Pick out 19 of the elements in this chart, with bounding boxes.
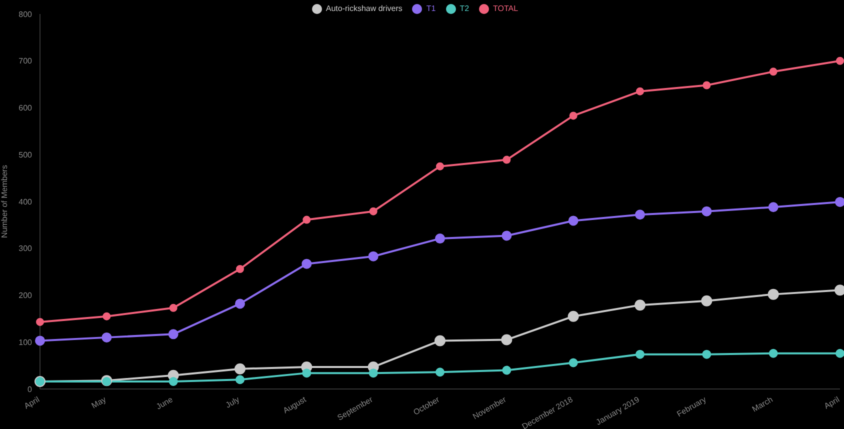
y-axis-title: Number of Members	[0, 165, 9, 238]
x-tick-label: April	[822, 394, 842, 411]
y-tick-label: 300	[18, 244, 33, 254]
y-tick-label: 100	[18, 338, 33, 347]
legend-label: T1	[426, 4, 436, 14]
legend-label: T2	[460, 4, 470, 14]
y-tick-label: 200	[18, 291, 33, 300]
x-tick-label: May	[90, 394, 108, 410]
y-tick-label: 500	[18, 150, 33, 160]
y-tick-label: 800	[18, 10, 33, 19]
x-tick-label: July	[224, 394, 241, 410]
y-tick-label: 600	[18, 104, 33, 113]
x-tick-label: April	[22, 394, 42, 411]
y-tick-label: 0	[28, 384, 33, 394]
y-tick-label: 400	[18, 197, 33, 206]
y-tick-label: 700	[18, 56, 33, 66]
legend-label: Auto-rickshaw drivers	[326, 4, 402, 14]
legend-label: TOTAL	[493, 4, 518, 14]
x-tick-label: June	[154, 394, 175, 412]
